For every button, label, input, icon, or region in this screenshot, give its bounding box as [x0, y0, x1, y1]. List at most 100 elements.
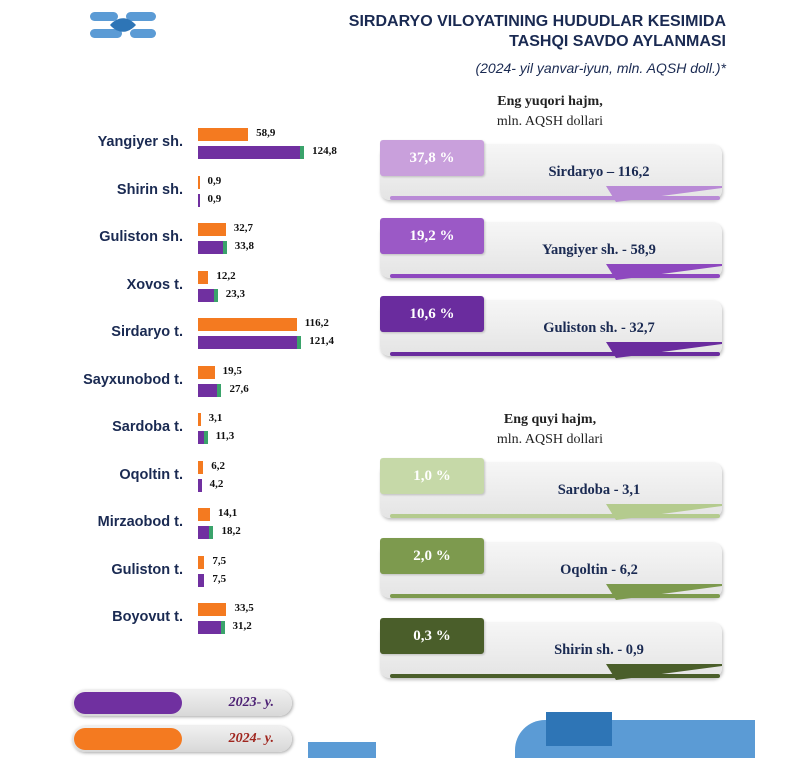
ranking-card: 10,6 % Guliston sh. - 32,7	[380, 296, 722, 358]
card-label: Sirdaryo – 116,2	[548, 164, 650, 180]
top-unit-text: mln. AQSH dollari	[496, 114, 604, 129]
top-section-heading: Eng yuqori hajm, mln. AQSH dollari	[420, 92, 680, 132]
data-label: 33,5	[234, 602, 254, 614]
bottom-unit-text: mln. AQSH dollari	[496, 432, 604, 447]
bar-2023	[198, 573, 205, 587]
card-percent: 0,3 %	[380, 618, 484, 654]
bar-2023	[198, 621, 225, 634]
data-label: 3,1	[208, 412, 223, 424]
category-label: Guliston sh.	[99, 229, 183, 245]
bar-2024	[198, 508, 210, 521]
data-label: 116,2	[304, 317, 329, 329]
bar-end-marker	[297, 336, 302, 349]
bar-2023	[198, 431, 208, 444]
bar-end-marker	[220, 621, 225, 634]
data-label: 19,5	[222, 364, 242, 377]
bar-2023	[198, 146, 305, 159]
data-label: 18,2	[221, 525, 241, 537]
bar-2023	[198, 288, 218, 302]
card-underline	[390, 352, 720, 356]
bar-2024	[198, 318, 297, 331]
bar-2024	[198, 413, 201, 426]
data-label: 11,3	[215, 430, 235, 442]
data-label: 33,8	[234, 240, 254, 252]
card-label: Sardoba - 3,1	[557, 482, 641, 498]
category-label: Guliston t.	[111, 561, 183, 578]
bottom-section-heading: Eng quyi hajm, mln. AQSH dollari	[420, 410, 680, 450]
bar-end-marker	[209, 526, 214, 539]
legend-2023: 2023- y.	[72, 690, 292, 716]
ranking-card: 2,0 % Oqoltin - 6,2	[380, 538, 722, 600]
category-label: Boyovut t.	[112, 609, 183, 625]
bar-2024	[198, 223, 226, 236]
bar-end-marker	[203, 431, 208, 444]
top-heading-text: Eng yuqori hajm,	[497, 94, 603, 109]
card-underline	[390, 514, 720, 518]
legend-2024: 2024- y.	[72, 726, 292, 752]
card-underline	[390, 594, 720, 598]
data-label: 31,2	[232, 620, 252, 632]
logo-icon	[90, 12, 156, 38]
legend-2024-swatch	[74, 728, 182, 750]
data-label: 7,5	[212, 554, 227, 567]
title-line-1: SIRDARYO VILOYATINING HUDUDLAR KESIMIDA	[348, 13, 726, 30]
data-label: 4,2	[209, 477, 224, 490]
category-label: Oqoltin t.	[119, 466, 183, 483]
bar-2023	[198, 383, 222, 397]
card-label: Yangiyer sh. - 58,9	[542, 242, 656, 258]
card-percent: 1,0 %	[380, 458, 484, 494]
card-underline	[390, 196, 720, 200]
data-label: 0,9	[207, 174, 222, 187]
ranking-card: 1,0 % Sardoba - 3,1	[380, 458, 722, 520]
footer-decoration-block	[546, 712, 612, 746]
legend-2023-swatch	[74, 692, 182, 714]
card-underline	[390, 674, 720, 678]
legend-2024-label: 2024- y.	[228, 731, 274, 746]
data-label: 7,5	[212, 572, 227, 585]
card-label: Oqoltin - 6,2	[560, 562, 638, 578]
card-percent: 10,6 %	[380, 296, 484, 332]
card-percent: 37,8 %	[380, 140, 484, 176]
data-label: 23,3	[225, 287, 246, 300]
data-label: 12,2	[216, 269, 236, 282]
footer-decoration-left	[308, 742, 376, 758]
bar-2023	[198, 336, 302, 349]
category-label: Sardoba t.	[112, 419, 183, 435]
data-label: 124,8	[312, 145, 337, 157]
bar-2024	[198, 555, 205, 569]
bar-2024	[198, 128, 249, 141]
card-percent: 2,0 %	[380, 538, 484, 574]
category-label: Shirin sh.	[116, 181, 183, 198]
bottom-heading-text: Eng quyi hajm,	[503, 412, 597, 427]
card-underline	[390, 274, 720, 278]
ranking-card: 19,2 % Yangiyer sh. - 58,9	[380, 218, 722, 280]
ranking-card: 37,8 % Sirdaryo – 116,2	[380, 140, 722, 202]
data-label: 32,7	[233, 222, 254, 234]
data-label: 0,9	[207, 192, 222, 205]
data-label: 14,1	[217, 507, 238, 519]
data-label: 121,4	[309, 335, 334, 347]
bar-end-marker	[222, 241, 227, 254]
data-label: 27,6	[229, 382, 249, 395]
category-label: Sayxunobod t.	[83, 371, 183, 388]
chart-title: SIRDARYO VILOYATINING HUDUDLAR KESIMIDA …	[240, 12, 726, 52]
category-label: Mirzaobod t.	[97, 514, 183, 530]
bar-2023	[198, 478, 202, 492]
category-label: Yangiyer sh.	[97, 134, 183, 150]
bar-2023	[198, 193, 200, 207]
chart-subtitle: (2024- yil yanvar-iyun, mln. AQSH doll.)…	[475, 60, 726, 76]
bar-end-marker	[217, 383, 222, 397]
bar-2024	[198, 175, 200, 189]
data-label: 58,9	[256, 127, 276, 139]
card-label: Guliston sh. - 32,7	[543, 320, 655, 336]
category-label: Sirdaryo t.	[111, 324, 183, 340]
category-label: Xovos t.	[126, 276, 183, 293]
bar-2024	[198, 460, 204, 474]
bar-2024	[198, 365, 215, 379]
ranking-card: 0,3 % Shirin sh. - 0,9	[380, 618, 722, 680]
legend-2023-label: 2023- y.	[228, 695, 274, 710]
card-label: Shirin sh. - 0,9	[554, 642, 644, 658]
card-percent: 19,2 %	[380, 218, 484, 254]
bar-2024	[198, 270, 209, 284]
bar-end-marker	[300, 146, 305, 159]
